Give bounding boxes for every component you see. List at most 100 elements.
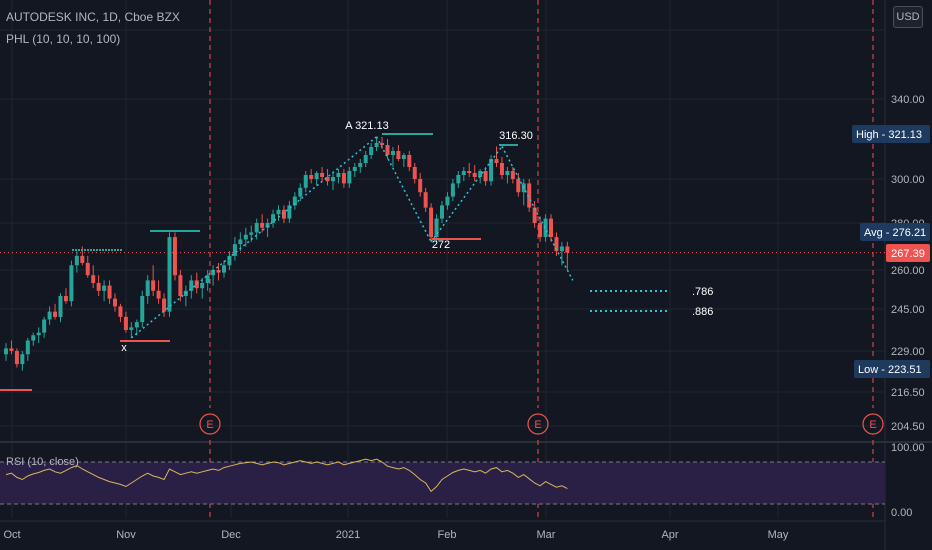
pattern-leg (430, 145, 503, 243)
candle-body (20, 354, 25, 365)
candle-body (554, 237, 559, 252)
candle-body (309, 175, 314, 179)
indicator-legend: PHL (10, 10, 10, 100) (6, 32, 121, 46)
earnings-marker (527, 413, 549, 435)
candle-body (303, 175, 308, 188)
candle-body (510, 171, 515, 179)
price-label-text: Avg - 276.21 (864, 227, 926, 239)
price-axis-tick: 216.50 (891, 387, 925, 399)
candle-body (298, 187, 303, 197)
price-axis-tick: 260.00 (891, 265, 925, 277)
price-label-bg (886, 244, 930, 262)
candle-body (74, 255, 79, 266)
candle-body (565, 246, 570, 253)
candle-body (9, 348, 14, 351)
candle-body (516, 179, 521, 193)
time-axis-label: 2021 (336, 529, 360, 541)
price-axis-tick: 245.00 (891, 304, 925, 316)
candle-body (260, 223, 265, 228)
candle-body (396, 151, 401, 159)
pattern-annotation: A 321.13 (345, 120, 388, 132)
candle-body (472, 173, 477, 177)
candle-body (423, 192, 428, 208)
symbol-legend: AUTODESK INC, 1D, Cboe BZX (6, 10, 180, 24)
candle-body (450, 183, 455, 197)
candle-body (505, 171, 510, 175)
candle-body (42, 319, 47, 333)
price-label-bg (852, 125, 930, 143)
candle-body (418, 179, 423, 193)
candle-body (456, 175, 461, 184)
fib-level-label: .886 (692, 306, 713, 318)
price-label-value: 267.39 (891, 248, 925, 260)
price-label-text: Low - 223.51 (858, 364, 922, 376)
candle-body (341, 173, 346, 184)
candle-body (440, 205, 444, 219)
candle-body (238, 239, 243, 245)
candle-body (276, 209, 281, 215)
candle-body (478, 171, 483, 177)
price-axis-tick: 340.00 (891, 94, 925, 106)
earnings-label: E (206, 419, 213, 431)
candle-body (320, 173, 325, 177)
candle-body (25, 340, 30, 355)
candle-body (36, 332, 41, 336)
candle-body (336, 173, 341, 177)
candle-body (4, 348, 8, 355)
candle-body (489, 159, 494, 182)
candle-body (467, 171, 472, 173)
price-axis-tick: 300.00 (891, 174, 925, 186)
candle-body (549, 218, 553, 238)
candle-body (271, 214, 276, 223)
candle-body (123, 316, 128, 330)
candle-body (80, 255, 85, 263)
candle-body (118, 306, 123, 317)
candle-body (167, 237, 172, 312)
candle-body (483, 171, 488, 182)
rsi-legend: RSI (10, close) (6, 456, 79, 468)
time-axis-label: Mar (537, 529, 556, 541)
currency-button[interactable]: USD (893, 6, 923, 28)
rsi-band (0, 462, 885, 504)
candle-body (102, 285, 107, 291)
price-axis-tick: 229.00 (891, 346, 925, 358)
fib-level-label: .786 (692, 286, 713, 298)
candle-body (445, 196, 450, 206)
candle-body (527, 183, 532, 208)
earnings-label: E (869, 419, 876, 431)
candle-body (532, 207, 537, 223)
rsi-axis-tick: 0.00 (891, 507, 912, 519)
candle-body (14, 351, 19, 365)
candle-body (499, 163, 504, 175)
candle-body (363, 155, 368, 163)
candle-body (249, 232, 254, 235)
candle-body (358, 163, 363, 167)
candle-body (58, 296, 63, 317)
price-label-text: High - 321.13 (856, 129, 922, 141)
candle-body (314, 173, 319, 179)
candle-body (412, 167, 417, 179)
earnings-label: E (534, 419, 541, 431)
candle-body (232, 244, 237, 256)
earnings-marker (199, 413, 221, 435)
candle-body (292, 196, 297, 206)
rsi-axis-tick: 100.00 (891, 442, 925, 454)
time-axis-label: Dec (221, 529, 241, 541)
candle-body (429, 207, 434, 238)
pattern-annotation: 272 (432, 239, 450, 251)
candle-body (434, 218, 439, 238)
price-label-bg (854, 360, 930, 378)
candle-body (559, 246, 564, 252)
price-label-bg (860, 223, 930, 241)
candle-body (374, 143, 379, 147)
time-axis-label: Feb (438, 529, 457, 541)
candle-body (113, 298, 117, 307)
pattern-annotation: 316.30 (499, 130, 533, 142)
candle-body (407, 155, 412, 167)
candle-body (151, 280, 156, 291)
candle-body (254, 223, 259, 233)
candle-body (156, 290, 161, 299)
candle-body (69, 265, 74, 302)
candle-body (461, 171, 466, 175)
